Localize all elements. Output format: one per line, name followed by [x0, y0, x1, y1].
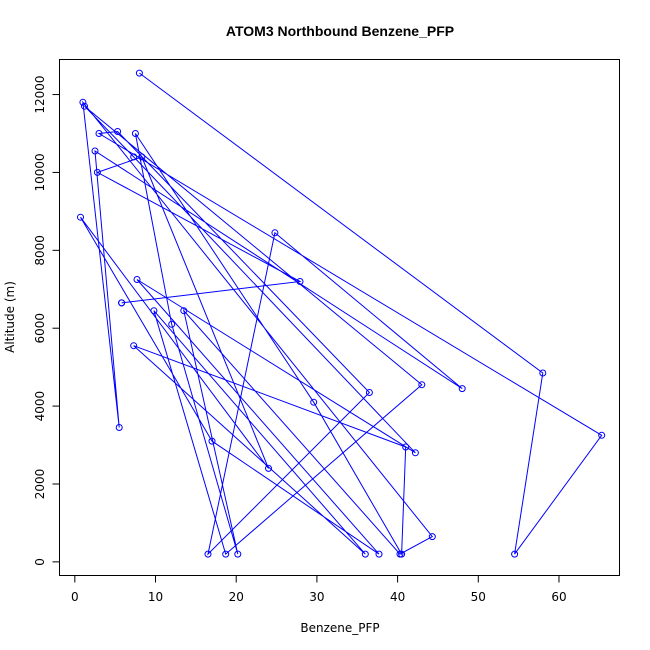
data-point	[180, 307, 188, 315]
chart-title: ATOM3 Northbound Benzene_PFP	[226, 23, 454, 39]
data-point	[130, 342, 138, 350]
data-point	[598, 431, 606, 439]
y-axis-label: Altitude (m)	[3, 281, 17, 353]
data-point	[168, 320, 176, 328]
data-point	[138, 153, 146, 161]
data-point	[222, 550, 230, 558]
data-point	[115, 424, 123, 431]
y-tick-label: 6000	[33, 313, 47, 344]
data-point	[428, 533, 436, 541]
data-point	[539, 369, 547, 377]
data-point	[418, 381, 426, 389]
data-point	[118, 299, 126, 307]
data-point	[95, 130, 103, 137]
data-point	[135, 69, 143, 77]
y-tick-label: 12000	[33, 75, 47, 113]
x-tick-label: 60	[551, 590, 566, 604]
y-tick-label: 4000	[33, 391, 47, 422]
x-axis: 0 10 20 30 40 50 60	[71, 575, 567, 604]
x-tick-label: 40	[390, 590, 405, 604]
data-point	[271, 229, 279, 237]
data-point	[131, 130, 139, 137]
data-point	[310, 398, 318, 406]
data-point	[411, 449, 419, 457]
x-axis-label: Benzene_PFP	[300, 621, 379, 635]
data-point	[208, 437, 216, 445]
plot-area	[59, 59, 620, 576]
x-tick-label: 30	[309, 590, 324, 604]
x-tick-label: 20	[229, 590, 244, 604]
y-tick-label: 0	[33, 558, 47, 566]
data-point	[133, 276, 141, 283]
data-point	[130, 153, 138, 161]
data-point	[81, 102, 88, 110]
y-tick-label: 2000	[33, 469, 47, 500]
series-line	[80, 72, 603, 556]
x-tick-label: 50	[471, 590, 486, 604]
data-point	[511, 550, 519, 558]
data-point	[365, 389, 373, 396]
y-tick-label: 10000	[33, 153, 47, 191]
x-tick-label: 10	[148, 590, 163, 604]
data-point	[234, 550, 242, 558]
data-point	[296, 278, 304, 285]
data-point	[150, 307, 158, 315]
data-point	[402, 443, 410, 451]
data-point	[77, 213, 84, 221]
data-point	[398, 550, 406, 558]
x-tick-label: 0	[71, 590, 79, 604]
data-point	[114, 128, 122, 135]
data-point	[204, 550, 212, 558]
data-point	[91, 147, 99, 155]
data-point	[93, 168, 101, 176]
series-group	[77, 69, 606, 558]
data-point	[79, 98, 87, 106]
y-axis: 0 2000 4000 6000 8000 10000 12000	[33, 75, 60, 566]
y-tick-label: 8000	[33, 235, 47, 266]
data-point	[265, 464, 272, 472]
data-point	[458, 385, 466, 393]
data-point	[375, 550, 383, 558]
data-point	[361, 550, 369, 558]
